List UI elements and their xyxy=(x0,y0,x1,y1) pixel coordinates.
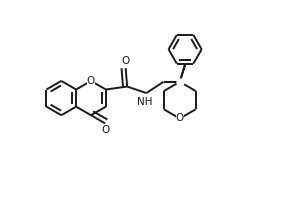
Text: NH: NH xyxy=(137,97,153,107)
Text: O: O xyxy=(101,125,109,135)
Text: O: O xyxy=(87,76,95,86)
Text: O: O xyxy=(122,56,130,66)
Text: O: O xyxy=(176,113,184,123)
